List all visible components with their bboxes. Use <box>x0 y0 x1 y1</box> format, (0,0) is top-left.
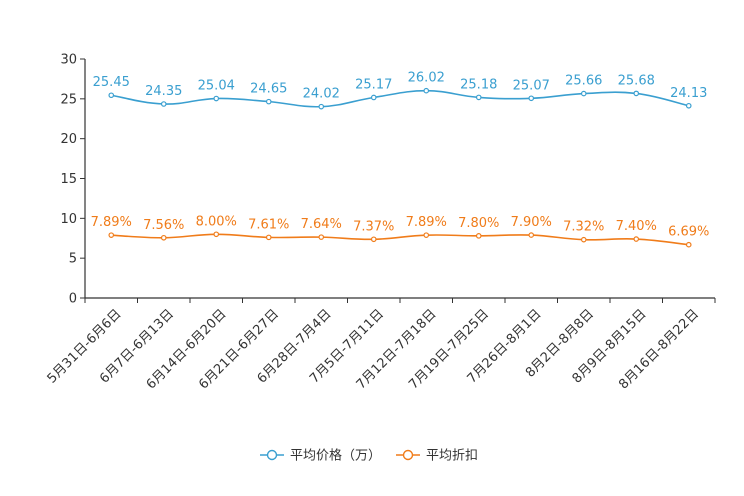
y-tick-label: 25 <box>60 92 77 107</box>
y-tick-label: 30 <box>60 53 77 68</box>
data-point[interactable] <box>423 87 430 94</box>
data-point[interactable] <box>160 234 167 241</box>
data-point[interactable] <box>685 102 692 109</box>
data-label: 7.32% <box>563 220 604 235</box>
y-tick-label: 10 <box>60 212 77 227</box>
data-label: 7.89% <box>406 215 447 230</box>
data-label: 25.17 <box>355 77 392 92</box>
data-point[interactable] <box>685 241 692 248</box>
y-tick-label: 0 <box>69 292 77 307</box>
data-point[interactable] <box>108 232 115 238</box>
legend[interactable]: 平均价格（万） 平均折扣 <box>260 448 478 464</box>
data-label: 25.18 <box>460 77 497 92</box>
data-label: 7.64% <box>301 217 342 232</box>
data-label: 25.07 <box>513 78 550 93</box>
data-point[interactable] <box>423 232 430 238</box>
y-tick-label: 20 <box>60 132 77 147</box>
data-point[interactable] <box>580 90 587 97</box>
data-point[interactable] <box>475 94 482 101</box>
data-label: 24.35 <box>145 84 182 99</box>
data-point[interactable] <box>370 236 377 243</box>
data-label: 7.89% <box>91 215 132 230</box>
series-line <box>111 89 689 108</box>
data-point[interactable] <box>108 92 115 99</box>
data-point[interactable] <box>318 234 325 240</box>
data-label: 25.66 <box>565 74 602 89</box>
data-label: 25.45 <box>93 75 130 90</box>
series-1: 25.45 24.35 25.04 24.65 24.02 25.17 26.02 25.18… <box>93 71 707 110</box>
data-label: 24.02 <box>303 87 340 102</box>
legend-label: 平均折扣 <box>426 449 478 464</box>
data-point[interactable] <box>318 103 325 110</box>
data-point[interactable] <box>370 94 377 101</box>
data-point[interactable] <box>580 236 587 243</box>
data-point[interactable] <box>528 232 535 238</box>
series-layer: 25.45 24.35 25.04 24.65 24.02 25.17 26.02 25.18… <box>91 71 709 248</box>
legend-label: 平均价格（万） <box>290 448 381 464</box>
series-2: 7.89% 7.56% 8.00% 7.61% 7.64% 7.37% 7.89% 7.80%… <box>91 214 709 248</box>
legend-marker-icon <box>402 449 414 461</box>
data-point[interactable] <box>633 236 640 242</box>
data-point[interactable] <box>160 101 167 107</box>
y-tick-label: 15 <box>60 172 77 187</box>
data-label: 7.40% <box>616 219 657 234</box>
data-label: 24.13 <box>670 86 707 101</box>
data-point[interactable] <box>213 95 220 102</box>
y-tick-label: 5 <box>69 252 77 267</box>
data-label: 6.69% <box>668 225 709 240</box>
data-point[interactable] <box>528 95 535 102</box>
data-label: 7.37% <box>353 219 394 234</box>
data-label: 7.61% <box>248 217 289 232</box>
legend-item-2[interactable]: 平均折扣 <box>396 449 478 464</box>
data-label: 25.04 <box>198 79 235 94</box>
data-point[interactable] <box>265 234 272 241</box>
data-label: 7.80% <box>458 216 499 231</box>
data-point[interactable] <box>265 98 272 105</box>
series-line <box>111 233 689 246</box>
data-point[interactable] <box>213 231 220 238</box>
legend-item-1[interactable]: 平均价格（万） <box>260 448 381 464</box>
data-point[interactable] <box>633 90 640 97</box>
data-label: 7.90% <box>511 215 552 230</box>
data-label: 8.00% <box>196 214 237 229</box>
legend-marker-icon <box>266 449 278 461</box>
data-point[interactable] <box>475 233 482 239</box>
data-label: 26.02 <box>408 71 445 86</box>
data-label: 25.68 <box>618 73 655 88</box>
data-label: 24.65 <box>250 82 287 97</box>
data-label: 7.56% <box>143 218 184 233</box>
